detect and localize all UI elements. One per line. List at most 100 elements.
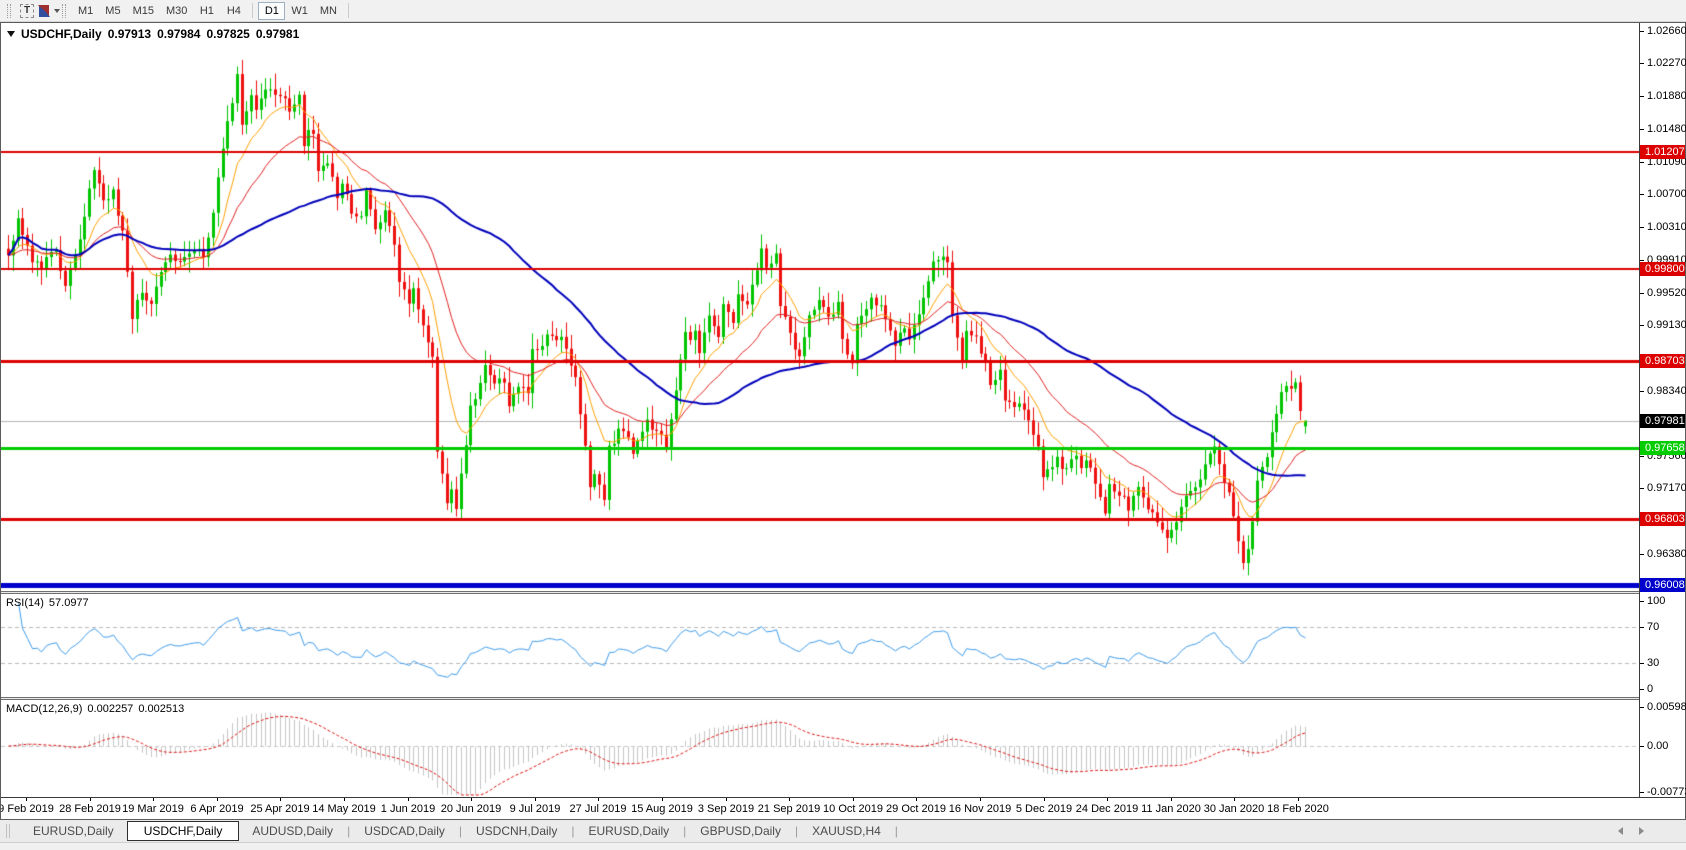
timeframe-button-m30[interactable]: M30 <box>160 2 193 20</box>
macd-chart-canvas[interactable] <box>1 700 1639 797</box>
toolbar: T M1 M5 M15 M30 H1 H4 D1 W1 MN <box>0 0 1686 22</box>
macd-axis-label: -0.007737 <box>1647 786 1686 798</box>
time-axis-tick <box>598 798 599 801</box>
current-price-tag: 0.97981 <box>1640 414 1685 428</box>
arrows-tool-button[interactable] <box>37 2 60 20</box>
time-axis-tick <box>853 798 854 801</box>
timeframe-button-h1[interactable]: H1 <box>193 2 220 20</box>
toolbar-separator <box>347 3 349 18</box>
time-axis-tick <box>789 798 790 801</box>
rsi-axis-label: 30 <box>1647 657 1660 669</box>
chart-window: USDCHF,Daily 0.97913 0.97984 0.97825 0.9… <box>0 22 1686 820</box>
axis-tick <box>1640 627 1644 628</box>
rsi-axis-label: 0 <box>1647 683 1654 695</box>
tab-separator: | <box>347 824 351 838</box>
axis-tick <box>1640 227 1644 228</box>
time-axis-label: 16 Nov 2019 <box>948 803 1012 815</box>
axis-tick <box>1640 554 1644 555</box>
price-axis[interactable]: 1.02660 1.02270 1.01880 1.01480 1.01090 1.007… <box>1640 23 1686 819</box>
price-chart-canvas[interactable] <box>1 23 1639 591</box>
time-axis-tick <box>662 798 663 801</box>
chart-tab-audusd-daily[interactable]: AUDUSD,Daily <box>252 824 334 838</box>
axis-tick <box>1640 707 1644 708</box>
price-axis-label: 1.01090 <box>1647 156 1686 168</box>
panel-splitter[interactable] <box>1 591 1685 594</box>
chart-tab-eurusd-daily[interactable]: EURUSD,Daily <box>33 824 114 838</box>
price-axis-label: 1.02270 <box>1647 57 1686 69</box>
time-axis[interactable]: 9 Feb 2019 28 Feb 2019 19 Mar 2019 6 Apr 20… <box>1 797 1685 819</box>
rsi-axis-label: 100 <box>1647 595 1666 607</box>
axis-tick <box>1640 31 1644 32</box>
tab-bar-grip <box>6 824 10 838</box>
chart-tab-gbpusd-daily[interactable]: GBPUSD,Daily <box>700 824 781 838</box>
chart-tab-usdcnh-daily[interactable]: USDCNH,Daily <box>476 824 558 838</box>
time-axis-label: 15 Aug 2019 <box>631 803 693 815</box>
time-axis-label: 29 Oct 2019 <box>886 803 946 815</box>
time-axis-tick <box>1234 798 1235 801</box>
axis-tick <box>1640 391 1644 392</box>
status-strip <box>0 843 1686 850</box>
time-axis-tick <box>26 798 27 801</box>
time-axis-label: 30 Jan 2020 <box>1203 803 1265 815</box>
toolbar-grip <box>62 3 66 18</box>
time-axis-tick <box>980 798 981 801</box>
time-axis-label: 24 Dec 2019 <box>1075 803 1139 815</box>
axis-tick <box>1640 129 1644 130</box>
time-axis-label: 11 Jan 2020 <box>1141 803 1201 815</box>
time-axis-tick <box>535 798 536 801</box>
axis-tick <box>1640 601 1644 602</box>
price-axis-label: 0.98340 <box>1647 385 1686 397</box>
time-axis-label: 1 Jun 2019 <box>380 803 436 815</box>
tab-separator: | <box>894 824 898 838</box>
axis-tick <box>1640 456 1644 457</box>
tab-separator: | <box>683 824 687 838</box>
chart-tab-usdchf-daily[interactable]: USDCHF,Daily <box>126 821 240 841</box>
chart-tab-xauusd-h4[interactable]: XAUUSD,H4 <box>812 824 881 838</box>
level-price-tag: 0.99800 <box>1640 262 1685 276</box>
time-axis-label: 3 Sep 2019 <box>697 803 755 815</box>
timeframe-button-w1[interactable]: W1 <box>285 2 314 20</box>
time-axis-label: 28 Feb 2019 <box>59 803 121 815</box>
tabs-container: EURUSD,Daily USDCHF,Daily AUDUSD,Daily | USD… <box>20 821 899 841</box>
tab-separator: | <box>571 824 575 838</box>
time-axis-tick <box>153 798 154 801</box>
axis-tick <box>1640 194 1644 195</box>
arrows-icon <box>37 4 51 18</box>
text-tool-button[interactable]: T <box>17 2 37 20</box>
time-axis-tick <box>471 798 472 801</box>
rsi-chart-canvas[interactable] <box>1 594 1639 697</box>
timeframe-button-m1[interactable]: M1 <box>72 2 99 20</box>
panel-splitter[interactable] <box>1 697 1685 700</box>
tab-separator: | <box>794 824 799 838</box>
toolbar-separator <box>252 3 254 18</box>
chart-tab-usdcad-daily[interactable]: USDCAD,Daily <box>364 824 445 838</box>
axis-tick <box>1640 488 1644 489</box>
axis-tick <box>1640 792 1644 793</box>
time-axis-tick <box>1298 798 1299 801</box>
time-axis-tick <box>726 798 727 801</box>
timeframe-button-m5[interactable]: M5 <box>99 2 126 20</box>
text-tool-icon: T <box>20 3 34 18</box>
macd-axis-label: 0.005986 <box>1647 701 1686 713</box>
rsi-panel: RSI(14) 57.0977 <box>1 594 1639 697</box>
timeframe-button-mn[interactable]: MN <box>314 2 343 20</box>
scroll-right-icon[interactable] <box>1639 827 1644 835</box>
timeframe-button-m15[interactable]: M15 <box>127 2 160 20</box>
price-axis-label: 1.00700 <box>1647 188 1686 200</box>
level-price-tag: 0.96803 <box>1640 512 1685 526</box>
axis-tick <box>1640 325 1644 326</box>
axis-tick <box>1640 162 1644 163</box>
axis-tick <box>1640 746 1644 747</box>
macd-axis-label: 0.00 <box>1647 740 1669 752</box>
time-axis-tick <box>916 798 917 801</box>
price-axis-label: 0.99520 <box>1647 287 1686 299</box>
timeframe-button-d1[interactable]: D1 <box>258 1 286 20</box>
chart-tab-eurusd-daily[interactable]: EURUSD,Daily <box>588 824 670 838</box>
timeframe-button-h4[interactable]: H4 <box>220 2 247 20</box>
level-price-tag: 0.97658 <box>1640 441 1685 455</box>
price-axis-label: 0.99130 <box>1647 319 1686 331</box>
price-chart-panel: USDCHF,Daily 0.97913 0.97984 0.97825 0.9… <box>1 23 1639 591</box>
scroll-left-icon[interactable] <box>1618 827 1623 835</box>
time-axis-label: 21 Sep 2019 <box>757 803 821 815</box>
price-axis-label: 1.00310 <box>1647 221 1686 233</box>
